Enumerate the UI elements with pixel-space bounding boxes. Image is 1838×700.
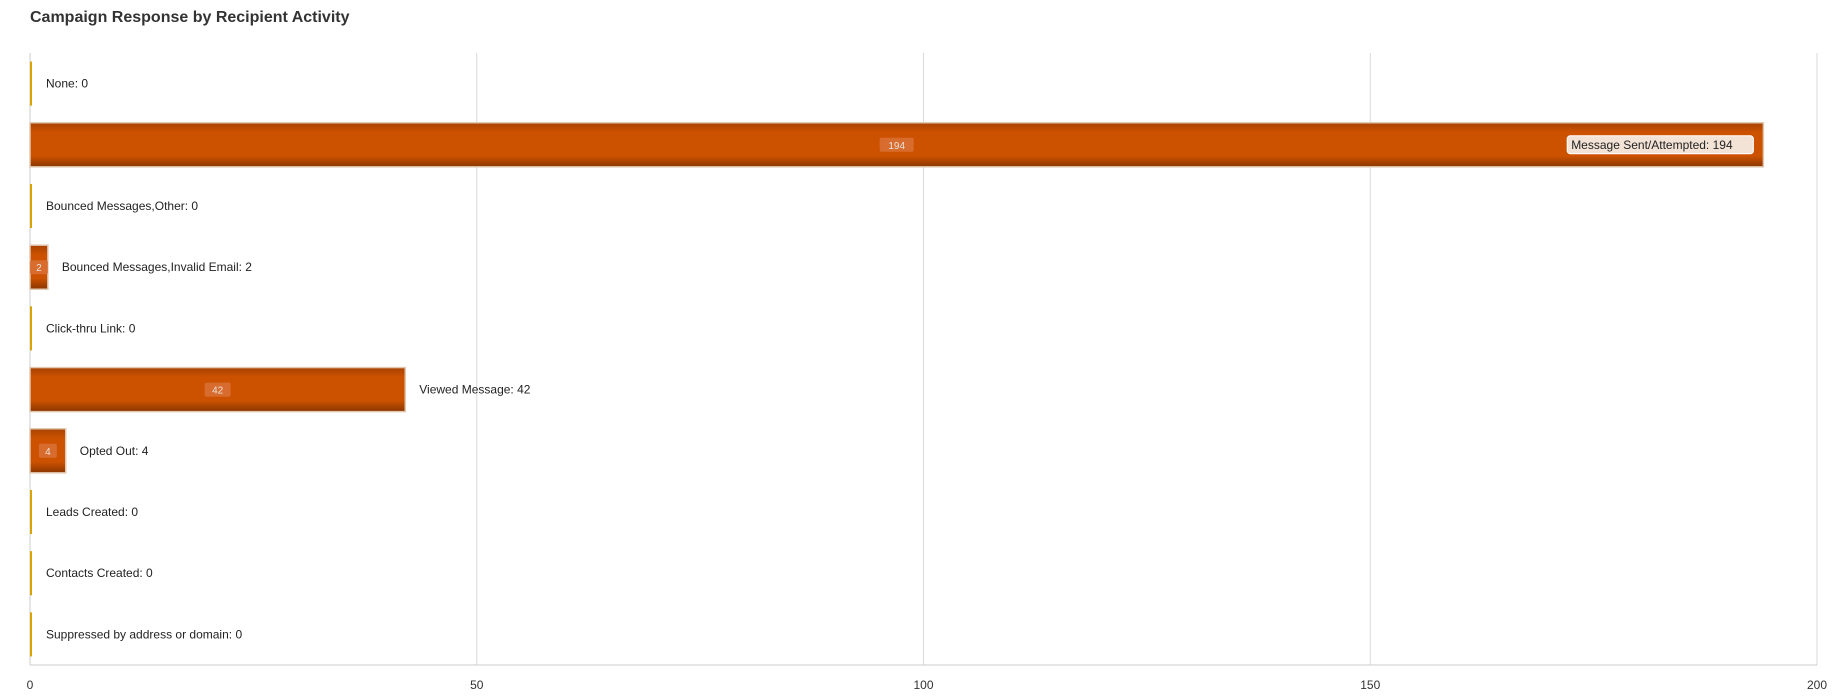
bar [30, 61, 32, 106]
x-tick-label: 0 [27, 678, 34, 692]
bar-category-label: Message Sent/Attempted: 194 [1571, 138, 1733, 152]
bar-category-label: Bounced Messages,Other: 0 [46, 199, 198, 213]
bar-group: Bounced Messages,Other: 0 [30, 183, 198, 229]
bar-group: None: 0 [30, 61, 88, 106]
value-badge [29, 260, 48, 275]
bar-category-label: Click-thru Link: 0 [46, 321, 136, 335]
bar-category-label: Leads Created: 0 [46, 505, 138, 519]
bar-category-label: Viewed Message: 42 [419, 383, 531, 397]
bar-group: 194 Message Sent/Attempted: 194 [29, 122, 1765, 168]
bar-group: 4 Opted Out: 4 [29, 428, 149, 474]
bar-value-label: 4 [45, 447, 51, 458]
bar-group: Leads Created: 0 [30, 489, 138, 535]
x-tick-label: 150 [1360, 678, 1380, 692]
bar-value-label: 42 [212, 386, 224, 397]
value-badge [204, 382, 231, 397]
bar-category-label: Bounced Messages,Invalid Email: 2 [62, 260, 252, 274]
bar-group: Click-thru Link: 0 [30, 306, 136, 351]
x-tick-label: 50 [470, 678, 484, 692]
bar [30, 551, 32, 596]
bar-value-label: 194 [888, 141, 905, 152]
value-badge [38, 443, 57, 458]
bar-category-label: Contacts Created: 0 [46, 566, 153, 580]
bars: None: 0 194 Message Sent/Attempted: 194 Bou… [29, 61, 1765, 657]
bar [30, 489, 32, 535]
bar [30, 183, 32, 229]
bar-value-label: 2 [36, 263, 42, 274]
bar [30, 612, 32, 657]
bar-group: 42 Viewed Message: 42 [29, 366, 531, 413]
value-badge [879, 137, 914, 152]
x-tick-label: 100 [913, 678, 933, 692]
bar-category-label: None: 0 [46, 77, 88, 91]
chart-title: Campaign Response by Recipient Activity [30, 9, 350, 26]
bar-label-bg [1566, 135, 1754, 155]
bar [30, 306, 32, 351]
bar-category-label: Suppressed by address or domain: 0 [46, 627, 242, 641]
bar-group: 2 Bounced Messages,Invalid Email: 2 [29, 244, 252, 290]
bar-group: Suppressed by address or domain: 0 [30, 612, 242, 657]
bar-group: Contacts Created: 0 [30, 551, 153, 596]
bar-category-label: Opted Out: 4 [80, 444, 149, 458]
x-tick-label: 200 [1807, 678, 1827, 692]
